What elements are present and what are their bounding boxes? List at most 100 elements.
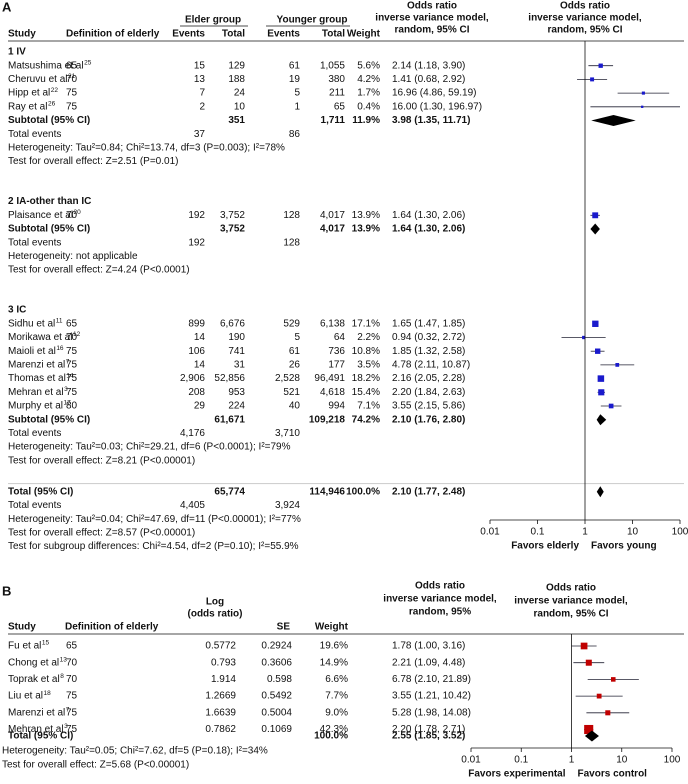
reference: 7 (66, 707, 70, 714)
effect-marker (584, 724, 594, 735)
elder-total: 61,671 (214, 414, 245, 425)
younger-events: 5 (294, 332, 300, 343)
or-label: 1.85 (1.32, 2.58) (392, 346, 465, 357)
study-name: Liu et al (8, 691, 43, 702)
subgroup-title: 2 IA-other than IC (8, 196, 91, 207)
reference: 3 (64, 723, 68, 730)
weight: 2.2% (357, 332, 380, 343)
or-header: Odds ratio (415, 581, 465, 592)
x-tick-label: 0.1 (514, 755, 528, 766)
effect-marker (598, 389, 605, 396)
effect-marker (641, 91, 645, 95)
elder-total: 24 (234, 88, 246, 99)
elder-events: 192 (188, 237, 205, 248)
effect-marker (598, 63, 603, 68)
younger-events: 128 (283, 237, 300, 248)
weight: 9.0% (325, 707, 348, 718)
younger-events: 61 (289, 346, 301, 357)
study-name: Murphy et al (8, 401, 63, 412)
effect-marker (610, 677, 616, 682)
or-label: 1.64 (1.30, 2.06) (392, 210, 465, 221)
study-name: Marenzi et al (8, 707, 65, 718)
elder-total: 31 (234, 360, 246, 371)
study-name: Toprak et al (8, 674, 60, 685)
se: 0.1069 (261, 724, 292, 735)
weight: 4.2% (357, 74, 380, 85)
effect-marker (605, 710, 611, 716)
younger-total: 211 (329, 88, 345, 99)
or-header: inverse variance model, (375, 13, 489, 24)
study-name: Ray et al (8, 101, 47, 112)
reference: 11 (56, 318, 63, 325)
elder-events: 106 (188, 346, 205, 357)
heterogeneity: Heterogeneity: Tau²=0.03; Chi²=29.21, df… (8, 442, 291, 453)
study-name: Morikawa et al (8, 332, 72, 343)
or-label: 2.20 (1.78, 2.71) (392, 724, 465, 735)
or-label: 2.14 (1.18, 3.90) (392, 60, 465, 71)
reference: 20 (74, 209, 82, 216)
x-tick-label: 10 (627, 527, 639, 538)
effect-marker (592, 320, 599, 327)
column-header: Events (267, 29, 300, 40)
log-or: 0.5772 (205, 641, 236, 652)
weight: 10.8% (352, 346, 380, 357)
definition: 80 (66, 401, 78, 412)
or-label: 1.64 (1.30, 2.06) (392, 224, 465, 235)
or-label: 0.94 (0.32, 2.72) (392, 332, 465, 343)
or-label: 1.78 (1.00, 3.16) (392, 641, 465, 652)
effect-marker (592, 212, 599, 219)
subtotal-label: Subtotal (95% CI) (8, 414, 90, 425)
reference: 3 (64, 386, 68, 393)
or-label: 3.55 (2.15, 5.86) (392, 401, 465, 412)
log-header: Log (206, 597, 224, 608)
weight: 74.2% (352, 414, 380, 425)
elder-total: 351 (228, 115, 245, 126)
x-tick-label: 10 (616, 755, 628, 766)
younger-total: 736 (328, 346, 345, 357)
elder-events: 208 (188, 387, 205, 398)
subgroup-title: 3 IC (8, 305, 26, 316)
total-events-label: Total events (8, 428, 61, 439)
younger-total: 380 (328, 74, 345, 85)
reference: 14 (66, 372, 74, 379)
younger-events: 19 (289, 74, 301, 85)
overall-test: Test for overall effect: Z=2.51 (P=0.01) (8, 156, 178, 167)
log-or: 0.7862 (205, 724, 236, 735)
younger-total: 64 (334, 332, 346, 343)
younger-events: 1 (294, 101, 300, 112)
elder-events: 37 (194, 129, 206, 140)
log-or: 1.2669 (205, 691, 236, 702)
heterogeneity: Heterogeneity: not applicable (8, 251, 138, 262)
overall-test: Test for overall effect: Z=4.24 (P<0.000… (8, 265, 190, 276)
effect-marker (597, 375, 605, 382)
pooled-diamond (596, 486, 604, 498)
study-name: Cheruvu et al (8, 74, 67, 85)
younger-events: 40 (289, 401, 301, 412)
younger-events: 529 (283, 318, 300, 329)
weight: 19.6% (320, 641, 348, 652)
effect-marker (580, 642, 588, 650)
study-name: Matsushima et al (8, 60, 84, 71)
elder-events: 14 (194, 332, 206, 343)
or-label: 2.21 (1.09, 4.48) (392, 657, 465, 668)
group-header: Elder group (185, 15, 241, 26)
effect-marker (596, 693, 602, 699)
plot-header: Odds ratio (546, 583, 596, 594)
or-header: Odds ratio (407, 1, 457, 12)
study-name: Thomas et al (8, 373, 66, 384)
or-label: 4.78 (2.11, 10.87) (392, 360, 470, 371)
elder-total: 224 (228, 401, 245, 412)
effect-marker (590, 77, 595, 82)
effect-marker (595, 348, 601, 354)
study-name: Hipp et al (8, 88, 50, 99)
reference: 21 (68, 73, 76, 80)
total-events-label: Total events (8, 500, 61, 511)
plot-header: random, 95% CI (547, 25, 622, 36)
favors-right: Favors young (591, 541, 657, 552)
definition: 70 (66, 674, 78, 685)
x-tick-label: 100 (672, 527, 688, 538)
pooled-diamond (596, 414, 607, 426)
younger-events: 26 (289, 360, 301, 371)
or-label: 6.78 (2.10, 21.89) (392, 674, 471, 685)
